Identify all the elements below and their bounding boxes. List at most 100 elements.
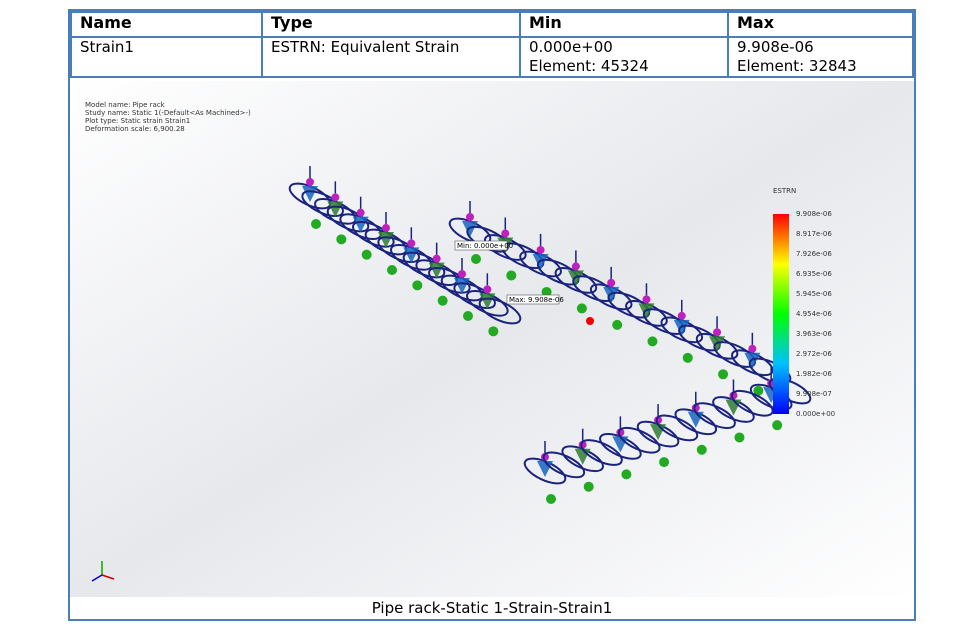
pipe-loop [542, 451, 586, 479]
restraint [734, 432, 745, 443]
restraint [753, 385, 764, 396]
cell: 0.000e+00 Element: 45324 [519, 36, 729, 78]
cell-line: 9.908e-06 [737, 38, 814, 56]
legend-label: 9.908e-07 [796, 390, 832, 398]
pipe-loop [617, 426, 661, 454]
restraint [387, 265, 397, 275]
joint [331, 193, 340, 202]
restraint [696, 444, 707, 455]
support-fixture [532, 253, 549, 270]
restraint [471, 254, 481, 264]
joint [483, 285, 492, 294]
header: Name [70, 11, 263, 38]
support-fixture [352, 216, 369, 233]
cell-line: 0.000e+00 [529, 38, 613, 56]
joint [677, 311, 686, 320]
max-annotation-box [506, 294, 560, 305]
joint [356, 208, 365, 217]
restraint [576, 303, 587, 314]
support-fixture [479, 293, 496, 310]
cell: ESTRN: Equivalent Strain [261, 36, 521, 78]
joint [466, 213, 474, 221]
joint [713, 328, 722, 337]
min-annotation: Min: 0.000e+00 [457, 242, 513, 250]
report-frame: Name Type Min Max Strain1 ESTRN: Equival… [68, 9, 916, 621]
axis-triad [91, 561, 115, 582]
support-fixture [744, 352, 761, 369]
support-fixture [673, 319, 690, 336]
support-fixture [603, 286, 620, 303]
support-fixture [709, 336, 726, 353]
restraint [506, 270, 517, 281]
support-fixture [462, 221, 478, 237]
legend-label: 2.972e-06 [796, 350, 832, 358]
info-line: Deformation scale: 6,900.28 [85, 125, 185, 133]
max-marker [586, 317, 594, 325]
support-fixture [638, 303, 655, 320]
cell: 9.908e-06 Element: 32843 [727, 36, 914, 78]
restraint [612, 319, 623, 330]
legend-label: 8.917e-06 [796, 230, 832, 238]
restraint [541, 286, 552, 297]
support-fixture [327, 201, 344, 218]
legend-label: 7.926e-06 [796, 250, 832, 258]
joint [607, 278, 616, 287]
restraint [437, 295, 448, 306]
pipe-loop [731, 389, 774, 417]
legend-title: ESTRN [773, 187, 796, 195]
header: Max [727, 11, 914, 38]
pipe-loop [655, 414, 699, 442]
pipe-loop [478, 297, 522, 325]
cell-line: Element: 32843 [737, 57, 857, 75]
joint [458, 270, 466, 278]
data-row: Strain1 ESTRN: Equivalent Strain 0.000e+… [70, 36, 914, 78]
support-fixture [378, 232, 394, 248]
info-line: Model name: Pipe rack [85, 101, 166, 109]
support-fixture [428, 262, 445, 279]
model [288, 166, 812, 504]
joint [571, 262, 580, 271]
restraint [412, 280, 423, 291]
restraint [546, 494, 556, 504]
restraint [488, 326, 499, 337]
restraint [361, 249, 372, 260]
pipe-loop [693, 402, 736, 429]
legend-label: 9.908e-06 [796, 210, 832, 218]
joint [407, 239, 416, 248]
joint [382, 224, 390, 232]
legend-label: 3.963e-06 [796, 330, 832, 338]
support-fixture [302, 186, 318, 202]
support-fixture [403, 247, 420, 264]
result-table: Name Type Min Max Strain1 ESTRN: Equival… [70, 11, 914, 78]
cell: Strain1 [70, 36, 263, 78]
joint [501, 229, 510, 238]
plot-info: Model name: Pipe rack Study name: Static… [85, 101, 251, 133]
legend-colorbar [773, 214, 789, 414]
caption: Pipe rack-Static 1-Strain-Strain1 [371, 599, 613, 617]
restraint [647, 336, 658, 347]
info-line: Study name: Static 1(-Default<As Machine… [85, 109, 251, 117]
joint [642, 295, 651, 304]
min-annotation-box [454, 240, 508, 251]
restraint [463, 311, 473, 321]
restraint [682, 352, 693, 363]
restraint [659, 457, 670, 468]
support-fixture [454, 278, 470, 294]
legend-label: 0.000e+00 [796, 410, 835, 418]
header-row: Name Type Min Max [70, 11, 914, 38]
restraint [336, 234, 347, 245]
legend-label: 1.982e-06 [796, 370, 832, 378]
restraint [772, 420, 783, 431]
support-fixture [567, 270, 584, 287]
restraint [311, 219, 321, 229]
restraint [583, 481, 594, 492]
legend-label: 6.935e-06 [796, 270, 832, 278]
joint [306, 178, 314, 186]
restraint [718, 369, 729, 380]
cell-line: Element: 45324 [529, 57, 649, 75]
joint [748, 344, 757, 353]
joint [432, 254, 441, 263]
header: Min [519, 11, 729, 38]
legend-labels: 9.908e-06 8.917e-06 7.926e-06 6.935e-06 5.94… [796, 210, 835, 418]
